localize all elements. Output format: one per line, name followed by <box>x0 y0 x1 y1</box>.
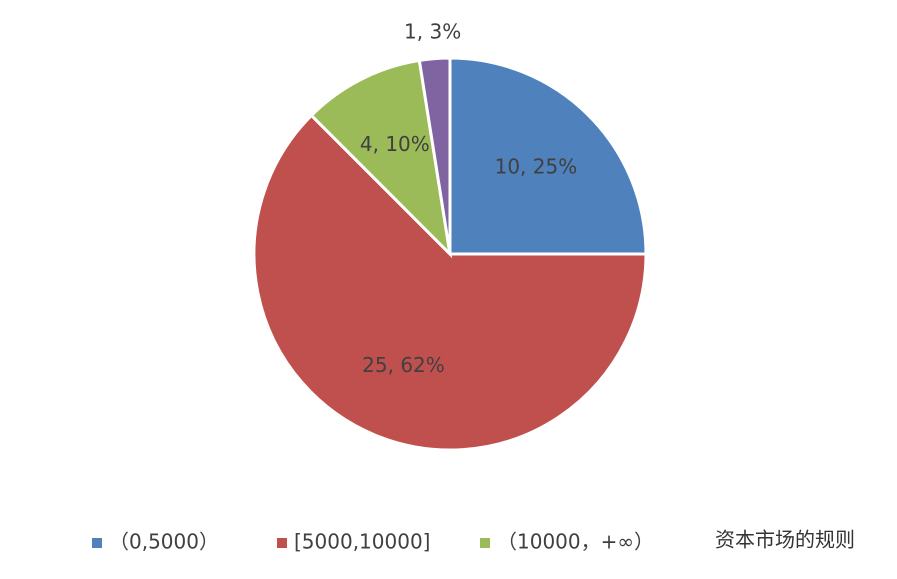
pie-slice <box>309 58 453 259</box>
data-label: 4, 10% <box>360 132 430 156</box>
legend-label: （10000，+∞） <box>497 530 654 554</box>
pie-slice <box>252 113 648 452</box>
pie-slice <box>417 56 452 255</box>
legend-swatch <box>277 538 287 548</box>
pie-slice <box>448 56 648 256</box>
data-label: 1, 3% <box>404 20 461 44</box>
watermark: 资本市场的规则 <box>715 528 855 552</box>
data-label: 10, 25% <box>495 155 578 179</box>
legend-label: [5000,10000] <box>294 530 430 554</box>
legend-swatch <box>480 538 490 548</box>
legend-swatch <box>92 538 102 548</box>
legend-label: （0,5000） <box>109 530 219 554</box>
data-label: 25, 62% <box>362 353 445 377</box>
